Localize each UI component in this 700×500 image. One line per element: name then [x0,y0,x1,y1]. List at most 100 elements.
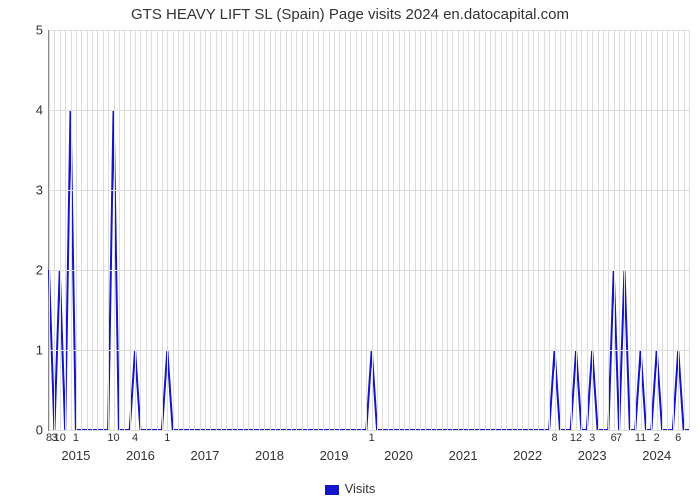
gridline-v [399,30,400,430]
gridline-v [382,30,383,430]
gridline-v [87,30,88,430]
gridline-v [560,30,561,430]
chart-container: GTS HEAVY LIFT SL (Spain) Page visits 20… [0,0,700,500]
gridline-v [270,30,271,430]
x-value-label: 11 [635,430,646,444]
gridline-v [259,30,260,430]
gridline-v [296,30,297,430]
gridline-v [479,30,480,430]
gridline-v [114,30,115,430]
x-year-label: 2016 [126,430,155,463]
gridline-v [108,30,109,430]
gridline-v [81,30,82,430]
gridline-v [565,30,566,430]
gridline-v [555,30,556,430]
x-value-label: 1 [73,430,79,444]
gridline-v [571,30,572,430]
gridline-v [302,30,303,430]
x-value-label: 4 [132,430,138,444]
gridline-v [463,30,464,430]
x-year-label: 2020 [384,430,413,463]
gridline-v [377,30,378,430]
gridline-v [506,30,507,430]
gridline-v [103,30,104,430]
legend-swatch [325,485,339,495]
y-tick-label: 4 [36,103,49,118]
gridline-v [630,30,631,430]
gridline-v [124,30,125,430]
gridline-v [221,30,222,430]
gridline-v [624,30,625,430]
gridline-v [447,30,448,430]
gridline-v [323,30,324,430]
gridline-v [533,30,534,430]
gridline-v [549,30,550,430]
x-year-label: 2018 [255,430,284,463]
gridline-v [490,30,491,430]
legend-label: Visits [345,481,376,496]
x-year-label: 2017 [190,430,219,463]
gridline-v [458,30,459,430]
gridline-v [275,30,276,430]
x-value-label: 1 [369,430,375,444]
x-value-label: 2 [654,430,660,444]
gridline-v [598,30,599,430]
gridline-v [356,30,357,430]
gridline-v [350,30,351,430]
gridline-v [264,30,265,430]
gridline-v [243,30,244,430]
gridline-v [517,30,518,430]
gridline-v [334,30,335,430]
gridline-v [614,30,615,430]
gridline-v [512,30,513,430]
gridline-v [404,30,405,430]
gridline-v [49,30,50,430]
gridline-v [366,30,367,430]
gridline-v [442,30,443,430]
gridline-v [684,30,685,430]
gridline-v [313,30,314,430]
gridline-v [119,30,120,430]
gridline-v [151,30,152,430]
gridline-v [485,30,486,430]
x-value-label: 6 [675,430,681,444]
gridline-v [130,30,131,430]
gridline-v [210,30,211,430]
gridline-v [205,30,206,430]
gridline-v [286,30,287,430]
chart-title: GTS HEAVY LIFT SL (Spain) Page visits 20… [0,6,700,23]
gridline-v [183,30,184,430]
gridline-v [318,30,319,430]
gridline-v [608,30,609,430]
gridline-v [140,30,141,430]
gridline-v [54,30,55,430]
gridline-v [544,30,545,430]
gridline-v [173,30,174,430]
gridline-v [60,30,61,430]
gridline-v [452,30,453,430]
gridline-v [307,30,308,430]
gridline-v [581,30,582,430]
gridline-v [673,30,674,430]
plot-area: 0123452015201620172018201920202021202220… [48,30,689,431]
x-value-label: 12 [570,430,582,444]
gridline-v [361,30,362,430]
gridline-v [619,30,620,430]
gridline-v [162,30,163,430]
x-year-label: 2022 [513,430,542,463]
gridline-v [232,30,233,430]
gridline-v [388,30,389,430]
gridline-v [237,30,238,430]
gridline-v [253,30,254,430]
x-value-label: 7 [616,430,622,444]
gridline-v [339,30,340,430]
gridline-v [468,30,469,430]
gridline-v [135,30,136,430]
gridline-v [689,30,690,430]
gridline-v [635,30,636,430]
gridline-v [167,30,168,430]
gridline-v [216,30,217,430]
y-tick-label: 3 [36,183,49,198]
gridline-v [200,30,201,430]
gridline-v [431,30,432,430]
